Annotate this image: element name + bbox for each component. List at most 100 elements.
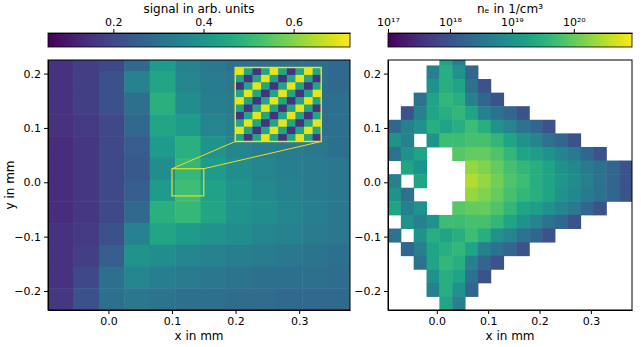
inset-cell <box>313 127 322 135</box>
heatmap-cell <box>529 161 542 175</box>
y-axis-tick: −0.1 <box>14 231 48 244</box>
heatmap-cell <box>452 133 465 147</box>
heatmap-cell <box>465 188 478 202</box>
y-axis-tick: −0.2 <box>14 285 48 298</box>
inset-cell <box>295 134 304 141</box>
heatmap-cell <box>302 201 328 223</box>
panel: 0.00.10.20.3−0.2−0.10.00.10.2x in mmy in… <box>3 2 354 343</box>
heatmap-cell <box>491 93 504 107</box>
heatmap-cell <box>414 215 427 229</box>
inset-cell <box>252 112 261 120</box>
inset-cell <box>295 112 304 120</box>
heatmap-cell <box>99 114 125 136</box>
heatmap-cell <box>201 114 227 136</box>
heatmap-cell <box>175 288 201 310</box>
inset-cell <box>270 68 279 76</box>
colorbar-axis-tick-label: 10¹⁷ <box>377 16 400 29</box>
heatmap-cell <box>491 161 504 175</box>
heatmap-cell <box>452 296 465 310</box>
heatmap-cell <box>452 201 465 215</box>
heatmap-cell <box>581 188 594 202</box>
inset-cell <box>244 112 253 120</box>
heatmap-cell <box>491 215 504 229</box>
colorbar-axis-tick: 10¹⁹ <box>501 16 524 33</box>
heatmap-cell <box>606 161 619 175</box>
heatmap-cell <box>478 106 491 120</box>
inset-cell <box>270 75 279 83</box>
heatmap-cell <box>414 93 427 107</box>
y-axis: −0.2−0.10.00.10.2 <box>14 61 48 311</box>
heatmap-cell <box>414 174 427 188</box>
heatmap-cell <box>452 120 465 134</box>
inset-cell <box>270 97 279 105</box>
heatmap-cell <box>568 201 581 215</box>
heatmap-cell <box>99 136 125 158</box>
heatmap-cell <box>542 133 555 147</box>
heatmap-cell <box>439 60 452 66</box>
colorbar-axis-tick-mark <box>113 29 114 33</box>
heatmap-cell <box>328 180 350 202</box>
heatmap-cell <box>478 133 491 147</box>
x-axis-title: x in mm <box>485 329 534 343</box>
inset-cell <box>270 134 279 141</box>
colorbar-axis-tick-mark <box>574 29 575 33</box>
heatmap-cell <box>439 228 452 242</box>
colorbar-title: nₑ in 1/cm³ <box>477 2 543 16</box>
colorbar-axis-tick-mark <box>450 29 451 33</box>
heatmap-cell <box>251 201 277 223</box>
heatmap-cell <box>124 136 150 158</box>
y-axis-line <box>388 61 389 311</box>
heatmap-cell <box>302 288 328 310</box>
inset-cell <box>287 112 296 120</box>
heatmap-cell <box>542 161 555 175</box>
zoom-connector <box>204 142 321 169</box>
x-axis-tick: 0.3 <box>583 310 601 328</box>
heatmap-cell <box>427 65 440 79</box>
heatmap-cell <box>516 242 529 256</box>
heatmap-cell <box>465 269 478 283</box>
inset-cell <box>235 105 244 113</box>
colorbar-title: signal in arb. units <box>143 2 254 16</box>
heatmap-cell <box>465 133 478 147</box>
colorbar <box>48 33 350 47</box>
heatmap-cell <box>504 133 517 147</box>
heatmap-cell <box>619 188 632 202</box>
x-axis-title: x in mm <box>174 329 223 343</box>
y-axis-title: y in mm <box>3 160 17 209</box>
heatmap-cell <box>328 136 350 158</box>
inset-cell <box>261 97 270 105</box>
heatmap-cell <box>439 79 452 93</box>
heatmap-cell <box>439 93 452 107</box>
heatmap-cell <box>504 228 517 242</box>
heatmap-cell <box>478 79 491 93</box>
heatmap-cell <box>593 201 606 215</box>
heatmap-cell <box>568 133 581 147</box>
heatmap-cell <box>328 93 350 115</box>
y-axis-tick: 0.0 <box>24 176 49 189</box>
heatmap-cell <box>302 180 328 202</box>
inset-frame <box>235 68 321 142</box>
plot-background <box>388 60 632 310</box>
inset-cell <box>270 127 279 135</box>
heatmap-cell <box>201 60 227 71</box>
heatmap-cell <box>73 180 99 202</box>
colorbar-axis-tick: 10²⁰ <box>563 16 586 33</box>
heatmap-cell <box>491 106 504 120</box>
colorbar-axis-tick-mark <box>388 29 389 33</box>
x-axis-tick: 0.2 <box>227 310 245 328</box>
heatmap-cell <box>175 136 201 158</box>
colorbar-axis-tick: 10¹⁷ <box>377 16 400 33</box>
y-axis: −0.2−0.10.00.10.2 <box>354 61 388 311</box>
heatmap-cell <box>606 174 619 188</box>
heatmap-cell <box>619 174 632 188</box>
heatmap-cell <box>439 242 452 256</box>
heatmap-cell <box>277 223 303 245</box>
y-axis-tick: −0.2 <box>354 285 388 298</box>
inset-cell <box>278 112 287 120</box>
heatmap-cell <box>401 147 414 161</box>
heatmap-cell <box>465 215 478 229</box>
inset-cell <box>235 119 244 127</box>
colorbar-axis-tick-label: 0.4 <box>195 16 213 29</box>
inset-cell <box>287 119 296 127</box>
x-axis-tick-mark <box>108 310 109 314</box>
